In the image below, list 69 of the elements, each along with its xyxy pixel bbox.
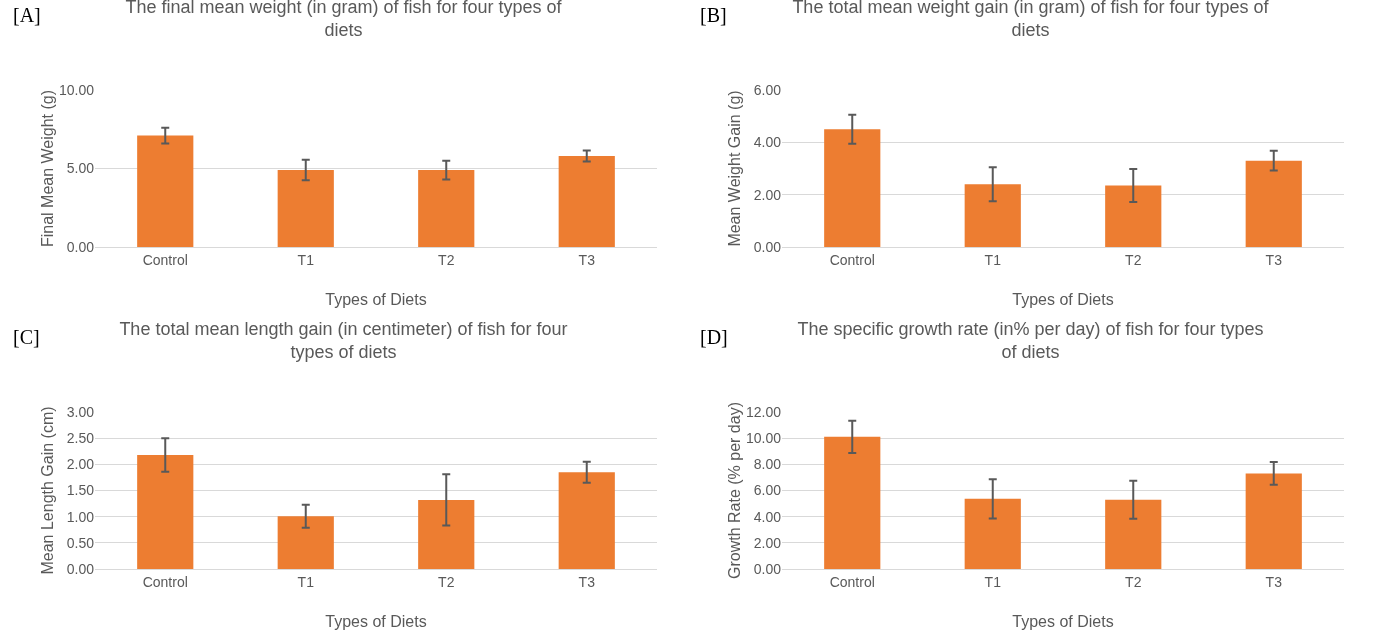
y-tick-label: 1.50: [66, 482, 95, 499]
x-tick-label: Control: [142, 573, 188, 590]
y-tick-label: 0.00: [753, 560, 782, 577]
x-axis-title: Types of Diets: [325, 291, 427, 308]
y-tick-label: 0.00: [753, 238, 782, 255]
bar: [964, 184, 1021, 247]
chart-title: The specific growth rate (in% per day) of fish for four types of diets: [797, 318, 1264, 363]
y-tick-label: 2.00: [753, 186, 782, 203]
bar: [558, 472, 615, 569]
bar: [558, 155, 615, 247]
y-tick-label: 6.00: [753, 81, 782, 98]
bar: [137, 135, 194, 247]
text: [A]: [13, 4, 41, 26]
y-tick-label: 6.00: [753, 482, 782, 499]
text: [C]: [13, 326, 40, 348]
chart-title: The total mean length gain (in centimeter) of fish for four types of diets: [119, 318, 568, 363]
y-tick-label: 1.00: [66, 508, 95, 525]
y-tick-label: 0.00: [66, 238, 95, 255]
chart-title: The final mean weight (in gram) of fish for four types of diets: [125, 0, 563, 41]
y-tick-label: 10.00: [58, 81, 95, 98]
y-tick-label: 0.00: [66, 560, 95, 577]
x-axis-title: Types of Diets: [1012, 613, 1114, 630]
bar: [277, 516, 334, 569]
bar: [964, 498, 1021, 569]
y-tick-label: 0.50: [66, 534, 95, 551]
y-tick-label: 8.00: [753, 456, 782, 473]
x-axis-title: Types of Diets: [325, 613, 427, 630]
chart-title: The total mean weight gain (in gram) of fish for four types of diets: [792, 0, 1270, 41]
bar: [137, 454, 194, 569]
y-tick-label: 12.00: [745, 403, 782, 420]
y-tick-label: 4.00: [753, 134, 782, 151]
y-tick-label: 5.00: [66, 160, 95, 177]
y-tick-label: 4.00: [753, 508, 782, 525]
bar: [1105, 499, 1162, 569]
bar: [277, 170, 334, 247]
x-tick-label: T3: [578, 251, 596, 268]
x-tick-label: Control: [142, 251, 188, 268]
x-tick-label: T3: [1265, 573, 1283, 590]
bar: [1245, 160, 1302, 247]
x-tick-label: T2: [438, 573, 455, 590]
bar: [418, 170, 475, 247]
bar: [824, 129, 881, 247]
y-tick-label: 3.00: [66, 403, 95, 420]
y-tick-label: 2.00: [66, 456, 95, 473]
x-tick-label: T1: [984, 573, 1002, 590]
y-axis-title: Mean Length Gain (cm): [39, 406, 56, 575]
bar: [418, 499, 475, 569]
x-tick-label: T1: [984, 251, 1002, 268]
y-tick-label: 10.00: [745, 430, 782, 447]
x-tick-label: T3: [1265, 251, 1283, 268]
y-axis-title: Growth Rate (% per day): [726, 402, 743, 579]
bar: [824, 436, 881, 569]
x-tick-label: T3: [578, 573, 596, 590]
x-tick-label: T2: [1125, 573, 1142, 590]
y-axis-title: Final Mean Weight (g): [39, 89, 56, 248]
x-axis-title: Types of Diets: [1012, 291, 1114, 308]
x-tick-label: T2: [438, 251, 455, 268]
text: [B]: [700, 4, 727, 26]
x-tick-label: T2: [1125, 251, 1142, 268]
text: [D]: [700, 326, 728, 348]
x-tick-label: Control: [829, 251, 875, 268]
y-axis-title: Mean Weight Gain (g): [726, 90, 743, 247]
x-tick-label: T1: [297, 251, 315, 268]
x-tick-label: Control: [829, 573, 875, 590]
x-tick-label: T1: [297, 573, 315, 590]
bar: [1245, 473, 1302, 569]
bar: [1105, 185, 1162, 247]
y-tick-label: 2.00: [753, 534, 782, 551]
y-tick-label: 2.50: [66, 430, 95, 447]
